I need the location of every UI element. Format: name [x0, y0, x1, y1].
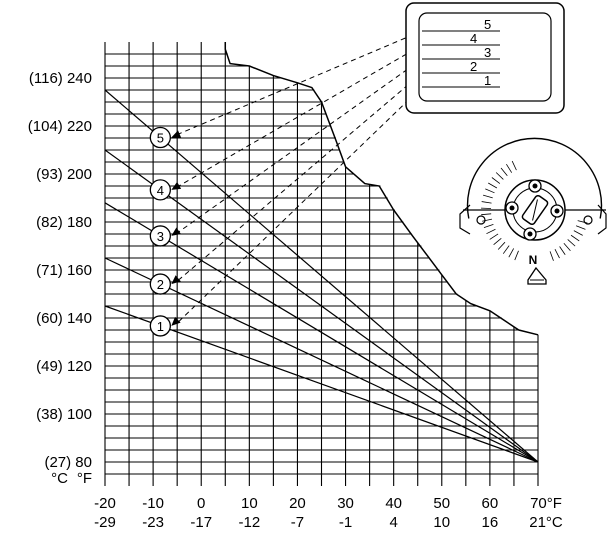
y-tick-label: (104) 220	[28, 118, 92, 135]
x-tick-label-f: 0	[197, 495, 205, 512]
knob-scale-tick	[485, 189, 494, 193]
knob-scale-tick	[568, 239, 575, 246]
x-tick-label-f: 60	[482, 495, 499, 512]
knob-scale-tick	[512, 161, 516, 170]
y-axis-labels: (27) 80 (38) 100 (49) 120 (60) 140 (71) 160 (…	[28, 70, 92, 471]
y-tick-label: (49) 120	[36, 358, 92, 375]
knob-screw-left	[506, 202, 518, 214]
knob-scale-tick	[576, 226, 585, 230]
curve-marker-5: 5	[150, 128, 170, 148]
knob-scale-tick	[501, 168, 507, 176]
panel-label-4: 4	[470, 31, 477, 46]
y-tick-label: (27) 80	[44, 454, 92, 471]
knob-n-label: N	[529, 253, 538, 267]
leader-line-2	[177, 73, 422, 281]
knob-scale-tick	[550, 251, 553, 260]
knob-scale-tick	[555, 249, 560, 258]
curve-marker-2: 2	[150, 274, 170, 294]
knob-scale-tick	[498, 242, 505, 249]
y-tick-label: (93) 200	[36, 166, 92, 183]
knob-drawing: N	[460, 138, 606, 284]
knob-scale-tick	[574, 231, 583, 236]
curve-marker-label: 3	[157, 229, 164, 244]
y-tick-label: (116) 240	[29, 70, 92, 87]
x-tick-label-c: 4	[389, 514, 397, 531]
y-tick-label: (71) 160	[36, 262, 92, 279]
curve-marker-label: 1	[157, 319, 164, 334]
curve-marker-label: 4	[157, 183, 164, 198]
x-tick-label-f: 50	[433, 495, 450, 512]
leader-line-3	[177, 59, 422, 233]
y-tick-label: (60) 140	[36, 310, 92, 327]
x-tick-label-c: -1	[339, 514, 352, 531]
knob-scale-tick	[571, 235, 579, 241]
knob-scale-tick	[481, 214, 491, 215]
x-tick-label-f: -20	[94, 495, 116, 512]
knob-scale-tick	[486, 229, 495, 233]
knob-left-hole	[477, 216, 485, 224]
curve-marker-label: 5	[157, 131, 164, 146]
knob-scale-tick	[484, 224, 493, 227]
knob-scale-tick	[482, 202, 492, 204]
x-tick-label-c: -29	[94, 514, 116, 531]
y-unit-celsius: °C	[51, 470, 68, 487]
knob-scale-tick	[483, 195, 493, 198]
knob-scale-tick	[488, 183, 497, 188]
knob-screw-top	[529, 180, 541, 192]
curve-marker-4: 4	[150, 180, 170, 200]
knob-scale-tick	[564, 243, 571, 251]
panel-label-2: 2	[470, 59, 477, 74]
x-tick-label-f: 30	[337, 495, 354, 512]
x-tick-label-f: 20	[289, 495, 306, 512]
x-tick-label-f: 10	[241, 495, 258, 512]
x-tick-label-c: -7	[291, 514, 304, 531]
x-tick-label-c: -12	[238, 514, 260, 531]
curve-marker-3: 3	[150, 226, 170, 246]
knob-scale-tick	[490, 234, 498, 239]
curve-marker-1: 1	[150, 316, 170, 336]
x-axis-labels: -20 -29 -10 -23 0 -17 10 -12 20 -7 30 -1 40 4 50 10 60 16…	[94, 495, 563, 531]
knob-scale-tick	[560, 246, 566, 254]
x-tick-label-f: 40	[385, 495, 402, 512]
knob-scale-tick	[503, 246, 509, 254]
knob-screw-right	[551, 205, 563, 217]
knob-pointer	[528, 268, 546, 284]
panel-label-1: 1	[484, 73, 491, 88]
x-tick-label-c: 21°C	[529, 514, 563, 531]
knob-right-tab	[598, 205, 606, 234]
panel-label-3: 3	[484, 45, 491, 60]
knob-scale-tick	[494, 238, 502, 244]
y-unit-fahrenheit: °F	[77, 470, 92, 487]
knob-left-tab	[460, 205, 470, 234]
leader-line-1	[177, 87, 422, 323]
x-tick-label-f: -10	[142, 495, 164, 512]
x-tick-label-c: -23	[142, 514, 164, 531]
knob-scale-tick	[506, 164, 511, 172]
y-tick-label: (82) 180	[36, 214, 92, 231]
knob-scale-tick	[496, 172, 503, 179]
x-tick-label-c: -17	[190, 514, 212, 531]
x-tick-label-f: 70°F	[530, 495, 562, 512]
knob-scale-tick	[492, 178, 500, 184]
panel-label-5: 5	[484, 17, 491, 32]
knob-scale-tick	[515, 251, 519, 260]
knob-screw-bottom	[524, 228, 536, 240]
curve-marker-label: 2	[157, 277, 164, 292]
x-tick-label-c: 10	[433, 514, 450, 531]
knob-scale-tick	[509, 248, 514, 257]
y-tick-label: (38) 100	[36, 406, 92, 423]
x-tick-label-c: 16	[482, 514, 499, 531]
